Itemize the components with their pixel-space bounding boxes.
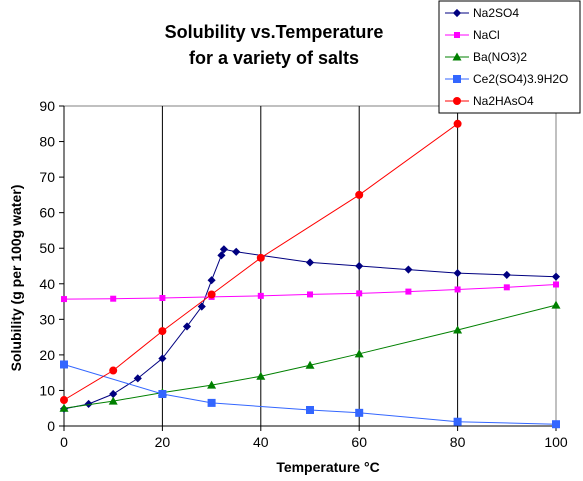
data-point — [453, 417, 462, 426]
data-point — [61, 296, 67, 303]
data-point — [182, 322, 192, 331]
x-tick-label: 60 — [351, 434, 367, 450]
series-line — [63, 248, 557, 410]
data-point — [356, 290, 363, 297]
data-point — [110, 295, 117, 302]
legend-label: Na2HAsO4 — [473, 94, 534, 108]
data-point — [405, 288, 412, 295]
data-point — [354, 349, 364, 358]
data-point — [109, 366, 118, 375]
data-point — [158, 390, 167, 398]
data-point — [305, 360, 315, 369]
data-point — [453, 325, 463, 334]
legend-marker — [453, 97, 461, 105]
y-tick-label: 10 — [39, 382, 55, 398]
data-point — [59, 403, 69, 412]
data-point — [256, 371, 266, 380]
x-axis-title: Temperature °C — [276, 459, 379, 475]
data-point — [551, 300, 561, 309]
y-tick-label: 60 — [39, 205, 55, 221]
series-line — [63, 364, 557, 425]
data-point — [503, 284, 510, 291]
legend: Na2SO4 NaCl Ba(NO3)2 Ce2(SO4)3.9H2O Na2HAsO… — [438, 0, 581, 114]
data-point — [355, 261, 364, 271]
y-tick-label: 20 — [39, 347, 55, 363]
legend-item-4: Na2HAsO4 — [445, 94, 534, 108]
series-3 — [60, 360, 560, 429]
data-point — [158, 327, 167, 336]
data-point — [305, 258, 315, 267]
plot-area: 0 10 20 30 40 50 60 70 80 90 0 20 40 60 80 100 — [39, 98, 567, 450]
y-tick-label: 50 — [39, 240, 55, 256]
legend-label: Na2SO4 — [473, 6, 519, 20]
chart-title-line-2: for a variety of salts — [189, 48, 359, 68]
data-point — [108, 396, 118, 405]
legend-label: Ba(NO3)2 — [473, 50, 527, 64]
y-tick-label: 70 — [39, 169, 55, 185]
y-tick-label: 80 — [39, 134, 55, 150]
y-tick-label: 30 — [39, 311, 55, 327]
legend-item-1: NaCl — [445, 28, 500, 42]
data-point — [207, 290, 216, 299]
chart-title-line-1: Solubility vs.Temperature — [165, 22, 384, 42]
data-point — [197, 302, 206, 311]
legend-item-3: Ce2(SO4)3.9H2O — [445, 72, 568, 86]
data-point — [84, 399, 93, 409]
data-point — [159, 295, 166, 301]
data-point — [109, 389, 118, 399]
data-point — [404, 265, 413, 274]
data-point — [60, 360, 68, 369]
data-point — [553, 281, 559, 288]
x-tick-label: 40 — [253, 434, 269, 450]
data-point — [453, 119, 462, 128]
data-point — [551, 272, 561, 281]
y-tick-label: 40 — [39, 276, 55, 292]
legend-marker — [454, 32, 460, 38]
series-0 — [59, 245, 561, 413]
y-tick-label: 90 — [39, 98, 55, 114]
legend-marker — [453, 75, 461, 83]
series-2 — [59, 300, 561, 412]
data-point — [453, 269, 462, 278]
series-4 — [60, 119, 462, 405]
data-point — [454, 286, 461, 293]
data-point — [552, 420, 560, 429]
data-point — [219, 245, 228, 254]
data-point — [355, 408, 364, 417]
chart-title: Solubility vs.Temperature for a variety … — [165, 22, 384, 68]
y-axis-title: Solubility (g per 100g water) — [8, 185, 24, 372]
data-point — [307, 291, 313, 298]
data-point — [60, 396, 68, 405]
data-point — [158, 354, 167, 363]
legend-item-0: Na2SO4 — [445, 6, 519, 20]
legend-item-2: Ba(NO3)2 — [445, 50, 527, 64]
legend-marker — [452, 8, 462, 18]
data-point — [217, 251, 226, 260]
data-point — [232, 247, 241, 256]
data-point — [306, 406, 314, 414]
x-tick-label: 80 — [450, 434, 466, 450]
data-point — [502, 270, 511, 279]
data-point — [207, 380, 217, 389]
x-tick-label: 0 — [60, 434, 68, 450]
legend-label: Ce2(SO4)3.9H2O — [473, 72, 568, 86]
series-1 — [61, 281, 559, 303]
legend-label: NaCl — [473, 28, 500, 42]
x-tick-label: 100 — [544, 434, 568, 450]
data-point — [207, 276, 216, 285]
data-point — [133, 374, 142, 383]
data-point — [256, 253, 265, 262]
series-line — [63, 304, 557, 409]
data-point — [207, 398, 216, 407]
data-point — [257, 292, 264, 299]
x-tick-label: 20 — [155, 434, 171, 450]
legend-marker — [452, 52, 462, 61]
data-point — [355, 190, 364, 199]
y-tick-label: 0 — [47, 418, 55, 434]
